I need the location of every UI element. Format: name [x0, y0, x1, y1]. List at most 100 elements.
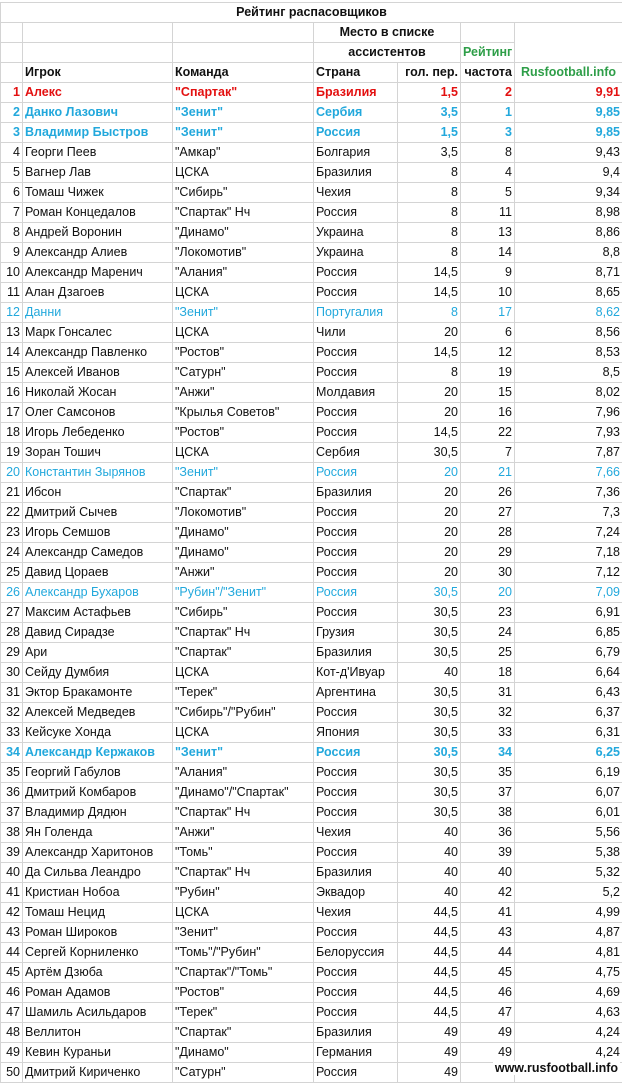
cell-team: ЦСКА: [173, 323, 314, 343]
cell-team: "Сибирь": [173, 603, 314, 623]
cell-country: Эквадор: [314, 883, 398, 903]
cell-rating: 8,02: [515, 383, 622, 403]
cell-goal-passes: 20: [398, 403, 461, 423]
cell-goal-passes: 49: [398, 1023, 461, 1043]
cell-rating: 4,69: [515, 983, 622, 1003]
cell-country: Россия: [314, 983, 398, 1003]
cell-goal-passes: 44,5: [398, 943, 461, 963]
cell-player: Дмитрий Комбаров: [23, 783, 173, 803]
cell-country: Россия: [314, 843, 398, 863]
cell-team: ЦСКА: [173, 163, 314, 183]
watermark: www.rusfootball.info: [493, 1061, 620, 1075]
cell-team: "Зенит": [173, 923, 314, 943]
cell-goal-passes: 40: [398, 863, 461, 883]
cell-country: Бразилия: [314, 163, 398, 183]
cell-team: "Зенит": [173, 123, 314, 143]
cell-frequency: 14: [461, 243, 515, 263]
cell-goal-passes: 1,5: [398, 83, 461, 103]
cell-rank: 12: [1, 303, 23, 323]
title-row: Рейтинг распасовщиков: [1, 3, 622, 23]
cell-player: Томаш Чижек: [23, 183, 173, 203]
cell-rating: 8,8: [515, 243, 622, 263]
cell-player: Александр Кержаков: [23, 743, 173, 763]
cell-goal-passes: 8: [398, 203, 461, 223]
cell-goal-passes: 40: [398, 843, 461, 863]
cell-rank: 30: [1, 663, 23, 683]
cell-player: Константин Зырянов: [23, 463, 173, 483]
cell-rating: 8,5: [515, 363, 622, 383]
cell-goal-passes: 30,5: [398, 703, 461, 723]
cell-player: Максим Астафьев: [23, 603, 173, 623]
cell-rating: 8,62: [515, 303, 622, 323]
cell-rating: 4,24: [515, 1043, 622, 1063]
cell-country: Россия: [314, 423, 398, 443]
cell-team: "Локомотив": [173, 243, 314, 263]
cell-country: Россия: [314, 363, 398, 383]
cell-frequency: 26: [461, 483, 515, 503]
cell-goal-passes: 44,5: [398, 963, 461, 983]
cell-rating: 4,24: [515, 1023, 622, 1043]
cell-team: "Ростов": [173, 343, 314, 363]
cell-rating: 8,71: [515, 263, 622, 283]
cell-frequency: 18: [461, 663, 515, 683]
cell-frequency: 4: [461, 163, 515, 183]
cell-rating: 9,4: [515, 163, 622, 183]
cell-frequency: 1: [461, 103, 515, 123]
cell-goal-passes: 14,5: [398, 263, 461, 283]
cell-team: ЦСКА: [173, 723, 314, 743]
cell-player: Роман Концедалов: [23, 203, 173, 223]
cell-rank: 25: [1, 563, 23, 583]
cell-team: "Алания": [173, 763, 314, 783]
cell-goal-passes: 8: [398, 163, 461, 183]
cell-frequency: 40: [461, 863, 515, 883]
cell-frequency: 31: [461, 683, 515, 703]
cell-goal-passes: 40: [398, 663, 461, 683]
cell-rating: 6,91: [515, 603, 622, 623]
cell-goal-passes: 20: [398, 543, 461, 563]
cell-team: "Амкар": [173, 143, 314, 163]
cell-rank: 3: [1, 123, 23, 143]
cell-rating: 4,87: [515, 923, 622, 943]
cell-goal-passes: 49: [398, 1063, 461, 1083]
cell-rank: 48: [1, 1023, 23, 1043]
cell-frequency: 20: [461, 583, 515, 603]
col-country: Страна: [314, 63, 398, 83]
cell-frequency: 32: [461, 703, 515, 723]
cell-frequency: 33: [461, 723, 515, 743]
cell-country: Россия: [314, 343, 398, 363]
cell-rating: 6,64: [515, 663, 622, 683]
cell-player: Ибсон: [23, 483, 173, 503]
cell-frequency: 5: [461, 183, 515, 203]
cell-rating: 6,79: [515, 643, 622, 663]
cell-frequency: 17: [461, 303, 515, 323]
cell-country: Россия: [314, 603, 398, 623]
cell-player: Шамиль Асильдаров: [23, 1003, 173, 1023]
cell-rating: 9,85: [515, 123, 622, 143]
col-goal-passes: гол. пер.: [398, 63, 461, 83]
cell-rating: 4,63: [515, 1003, 622, 1023]
cell-rating: 7,18: [515, 543, 622, 563]
header-row-3: Игрок Команда Страна гол. пер. частота R…: [1, 63, 622, 83]
cell-country: Португалия: [314, 303, 398, 323]
cell-player: Эктор Бракамонте: [23, 683, 173, 703]
cell-country: Чехия: [314, 183, 398, 203]
cell-frequency: 47: [461, 1003, 515, 1023]
cell-goal-passes: 20: [398, 463, 461, 483]
cell-country: Россия: [314, 963, 398, 983]
cell-rank: 27: [1, 603, 23, 623]
